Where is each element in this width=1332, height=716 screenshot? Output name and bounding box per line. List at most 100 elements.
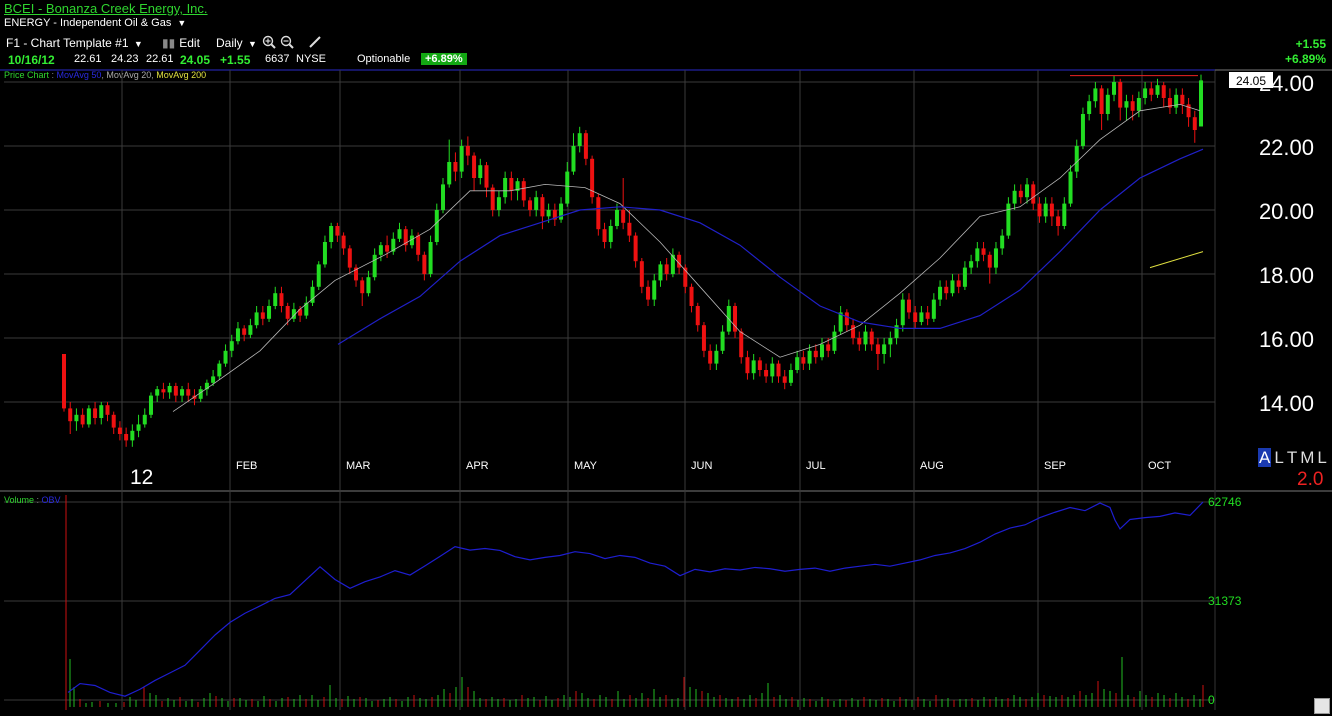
scale-l-button[interactable]: L	[1317, 448, 1327, 467]
quote-volume: 6637	[265, 53, 290, 65]
candle-body	[1006, 203, 1011, 236]
month-label: APR	[466, 460, 489, 472]
month-label: MAR	[346, 460, 371, 472]
quote-bar: 10/16/12 22.61 24.23 22.61 24.05 +1.55 6…	[0, 52, 1332, 68]
candle-body	[614, 210, 619, 226]
period-dropdown[interactable]: Daily ▼	[216, 36, 257, 50]
candle-body	[751, 360, 756, 374]
candle-body	[422, 254, 427, 274]
candle-body	[1068, 171, 1073, 204]
candle-body	[851, 325, 856, 338]
ma20-line	[172, 103, 1201, 412]
candle-body	[633, 235, 638, 262]
candle-body	[1056, 216, 1061, 226]
scrollbar-corner[interactable]	[1314, 698, 1330, 714]
candle-body	[279, 293, 284, 306]
candle-body	[167, 386, 172, 393]
bars-icon: ▮▮	[162, 36, 176, 50]
candle-body	[733, 306, 738, 332]
corner-change-value: +1.55	[1295, 37, 1326, 51]
candle-body	[496, 197, 501, 210]
candle-body	[1130, 101, 1135, 111]
candle-body	[658, 264, 663, 281]
legend-volume[interactable]: Volume	[4, 495, 35, 505]
scale-auto-button[interactable]: A	[1258, 448, 1272, 467]
corner-change: +1.55 +6.89%	[1285, 37, 1326, 67]
candle-body	[565, 171, 570, 204]
candle-body	[453, 162, 458, 172]
candle-body	[316, 264, 321, 287]
legend-ma20[interactable]: MovAvg 20	[106, 70, 152, 80]
legend-ma200[interactable]: MovAvg 200	[156, 70, 207, 80]
quote-open: 22.61	[74, 53, 102, 65]
candle-body	[267, 306, 272, 319]
edit-button[interactable]: ▮▮ Edit	[162, 36, 200, 50]
grid-lines	[0, 69, 1332, 710]
candle-body	[186, 389, 191, 396]
candle-body	[217, 363, 222, 377]
pen-icon[interactable]	[308, 35, 322, 49]
candle-body	[621, 210, 626, 223]
chart-template-label: F1 - Chart Template #1	[6, 36, 129, 50]
candle-body	[366, 277, 371, 294]
candle-body	[559, 203, 564, 220]
candle-body	[969, 261, 974, 268]
month-label: FEB	[236, 460, 257, 472]
candle-body	[577, 133, 582, 146]
candle-body	[1043, 203, 1048, 217]
month-label: SEP	[1044, 460, 1066, 472]
zoom-in-icon[interactable]	[262, 35, 276, 49]
industry-label[interactable]: ENERGY - Independent Oil & Gas ▼	[4, 17, 186, 29]
candle-body	[534, 197, 539, 210]
candle-body	[602, 229, 607, 242]
candle-body	[354, 267, 359, 281]
symbol-title-link[interactable]: BCEI - Bonanza Creek Energy, Inc.	[4, 1, 208, 16]
candle-body	[764, 370, 769, 377]
legend-obv[interactable]: OBV	[41, 495, 61, 505]
candle-body	[975, 248, 980, 262]
candle-body	[1167, 98, 1172, 108]
candle-body	[155, 389, 160, 396]
quote-exchange: NYSE	[296, 53, 326, 65]
scale-log-button[interactable]: L	[1274, 448, 1284, 467]
legend-ma50[interactable]: MovAvg 50	[56, 70, 102, 80]
candle-body	[875, 344, 880, 354]
candle-body	[360, 280, 365, 294]
candle-body	[664, 264, 669, 274]
period-label: Daily	[216, 36, 243, 50]
candle-body	[260, 312, 265, 319]
candle-body	[1080, 114, 1085, 146]
candle-body	[1149, 88, 1154, 95]
candle-body	[913, 312, 918, 322]
chart-template-dropdown[interactable]: F1 - Chart Template #1 ▼	[6, 36, 143, 50]
candle-body	[273, 293, 278, 306]
zoom-out-icon[interactable]	[280, 35, 294, 49]
candle-body	[111, 414, 116, 428]
candle-body	[62, 354, 66, 409]
candle-body	[639, 261, 644, 287]
candle-body	[863, 331, 868, 345]
candle-body	[235, 328, 240, 342]
candle-body	[527, 200, 532, 210]
candle-body	[484, 165, 489, 188]
candle-body	[838, 312, 843, 332]
candle-body	[689, 286, 694, 306]
candle-body	[80, 414, 85, 425]
scale-m-button[interactable]: M	[1300, 448, 1315, 467]
candle-body	[105, 405, 110, 415]
candle-body	[1192, 117, 1197, 130]
legend-price-chart[interactable]: Price Chart	[4, 70, 50, 80]
candle-body	[1025, 184, 1030, 198]
candle-body	[1012, 190, 1017, 204]
month-label: JUN	[691, 460, 712, 472]
optionable-label: Optionable	[357, 53, 411, 65]
candle-body	[925, 312, 930, 319]
candle-body	[720, 331, 725, 351]
candle-body	[242, 328, 247, 335]
candle-body	[956, 280, 961, 287]
caret-down-icon[interactable]: ▼	[177, 18, 187, 28]
scale-t-button[interactable]: T	[1286, 448, 1298, 467]
candle-body	[409, 235, 414, 246]
